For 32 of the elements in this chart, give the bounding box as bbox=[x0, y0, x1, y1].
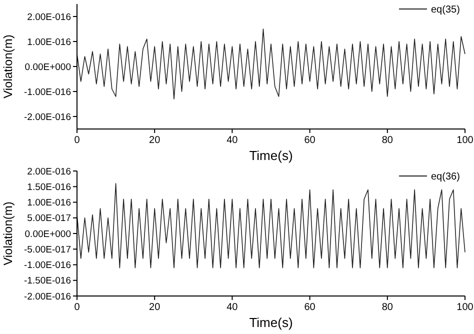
x-tick-label: 80 bbox=[382, 302, 394, 313]
y-tick-label: 1.00E-016 bbox=[27, 36, 71, 48]
x-tick-label: 60 bbox=[304, 302, 316, 313]
y-tick-label: 2.00E-016 bbox=[27, 12, 71, 23]
x-tick-label: 100 bbox=[456, 302, 474, 313]
y-tick-label: 5.00E-017 bbox=[27, 213, 71, 224]
x-tick-label: 0 bbox=[74, 135, 80, 146]
legend-label: eq(36) bbox=[431, 172, 460, 182]
y-tick-label: -1.00E-016 bbox=[24, 86, 71, 98]
y-tick-label: 1.00E-016 bbox=[27, 198, 71, 209]
y-tick-label: -1.00E-016 bbox=[24, 260, 71, 272]
y-tick-label: 2.00E-016 bbox=[27, 166, 71, 178]
x-tick-label: 0 bbox=[74, 302, 80, 313]
legend-label: eq(35) bbox=[431, 4, 460, 16]
x-tick-label: 20 bbox=[149, 135, 161, 146]
y-tick-label: -5.00E-017 bbox=[24, 244, 71, 256]
y-axis-title: Violation(m) bbox=[1, 202, 15, 266]
y-tick-label: -2.00E-016 bbox=[24, 291, 71, 302]
y-tick-label: 1.50E-016 bbox=[27, 182, 71, 193]
x-tick-label: 100 bbox=[456, 135, 474, 146]
x-tick-label: 20 bbox=[149, 302, 161, 313]
y-tick-label: -1.50E-016 bbox=[24, 276, 71, 287]
x-tick-label: 80 bbox=[382, 135, 394, 146]
x-tick-label: 60 bbox=[304, 135, 316, 146]
y-tick-label: 0.00E+000 bbox=[24, 228, 71, 240]
x-axis-title: Time(s) bbox=[249, 148, 293, 163]
y-tick-label: -2.00E-016 bbox=[24, 112, 71, 123]
x-tick-label: 40 bbox=[226, 135, 238, 146]
x-tick-label: 40 bbox=[226, 302, 238, 313]
y-tick-label: 0.00E+000 bbox=[24, 62, 71, 73]
y-axis-title: Violation(m) bbox=[1, 34, 15, 98]
x-axis-title: Time(s) bbox=[249, 315, 293, 330]
